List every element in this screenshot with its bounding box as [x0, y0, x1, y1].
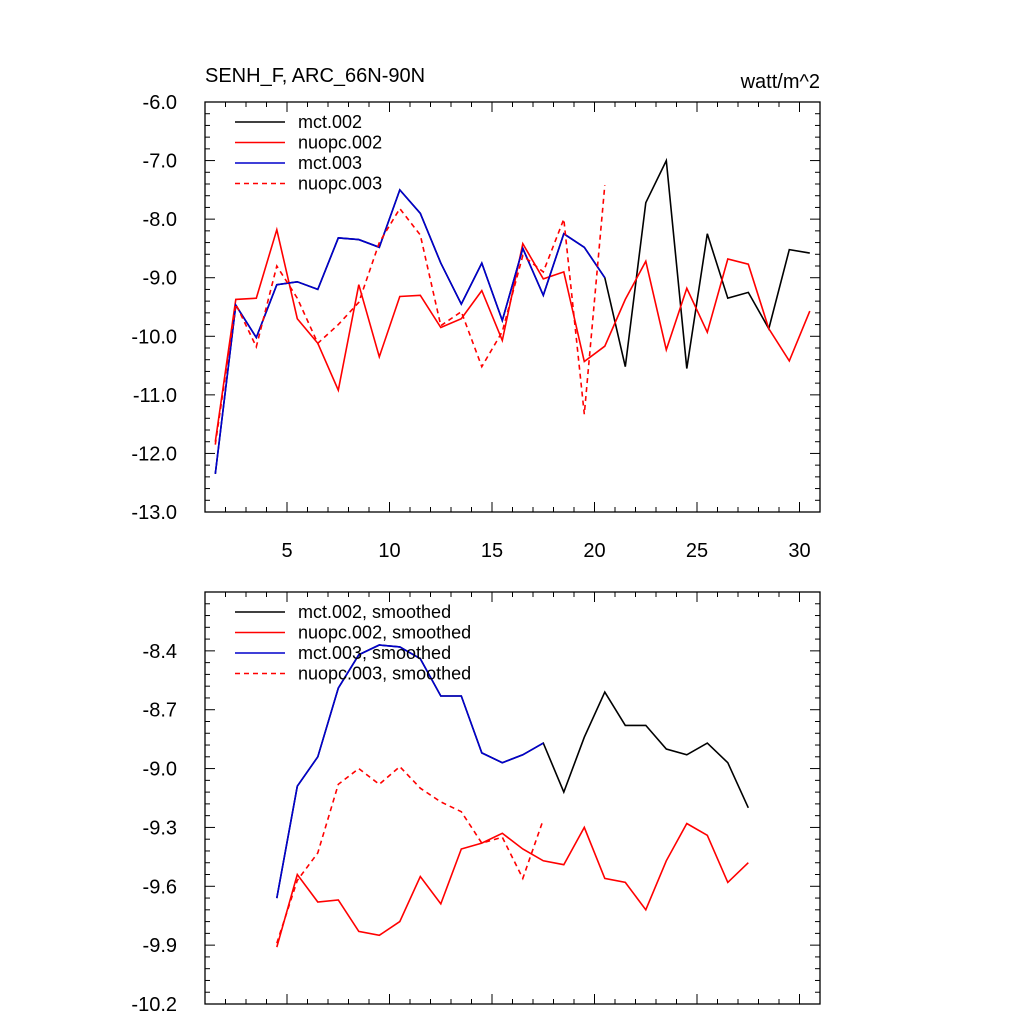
x-tick-label: 15 — [481, 540, 503, 562]
series-line — [214, 185, 606, 445]
y-tick-label: -9.0 — [143, 268, 177, 290]
y-tick-label: -7.0 — [143, 151, 177, 173]
series-line — [276, 644, 544, 899]
legend-label: nuopc.002, smoothed — [298, 623, 471, 643]
x-tick-label: 20 — [583, 540, 605, 562]
x-tick-label: 30 — [788, 540, 810, 562]
x-tick-label: 5 — [281, 540, 292, 562]
y-tick-label: -10.2 — [131, 994, 177, 1016]
y-tick-label: -6.0 — [143, 92, 177, 114]
y-tick-label: -12.0 — [131, 443, 177, 465]
y-tick-label: -10.0 — [131, 326, 177, 348]
legend-label: mct.003, smoothed — [298, 643, 451, 663]
chart-title: SENH_F, ARC_66N-90N — [205, 65, 425, 87]
y-tick-label: -8.4 — [143, 641, 177, 663]
y-tick-label: -13.0 — [131, 502, 177, 524]
legend-label: mct.002, smoothed — [298, 602, 451, 622]
bottom-panel: -10.2 -9.9 -9.6 -9.3 -9.0 -8.7 -8.4 mct.002, sm… — [131, 591, 821, 1016]
series-line — [276, 765, 545, 944]
y-tick-label: -9.9 — [143, 935, 177, 957]
y-tick-label: -8.0 — [143, 209, 177, 231]
series-line — [214, 188, 606, 474]
series-line — [276, 822, 749, 948]
y-tick-label: -9.0 — [143, 759, 177, 781]
x-tick-label: 25 — [686, 540, 708, 562]
legend-label: mct.003 — [298, 153, 362, 173]
legend-label: nuopc.003, smoothed — [298, 664, 471, 684]
legend-label: nuopc.002 — [298, 133, 382, 153]
y-tick-label: -11.0 — [133, 385, 177, 407]
y-tick-label: -9.6 — [143, 876, 177, 898]
legend-label: nuopc.003 — [298, 174, 382, 194]
units-label: watt/m^2 — [740, 71, 820, 93]
x-tick-label: 10 — [378, 540, 400, 562]
top-panel: 5 10 15 20 25 30 -13.0 -12.0 -11.0 -10.0 -9.0 -8.0 -… — [131, 65, 821, 562]
legend-label: mct.002 — [298, 112, 362, 132]
y-tick-label: -9.3 — [143, 817, 177, 839]
y-tick-label: -8.7 — [143, 700, 177, 722]
